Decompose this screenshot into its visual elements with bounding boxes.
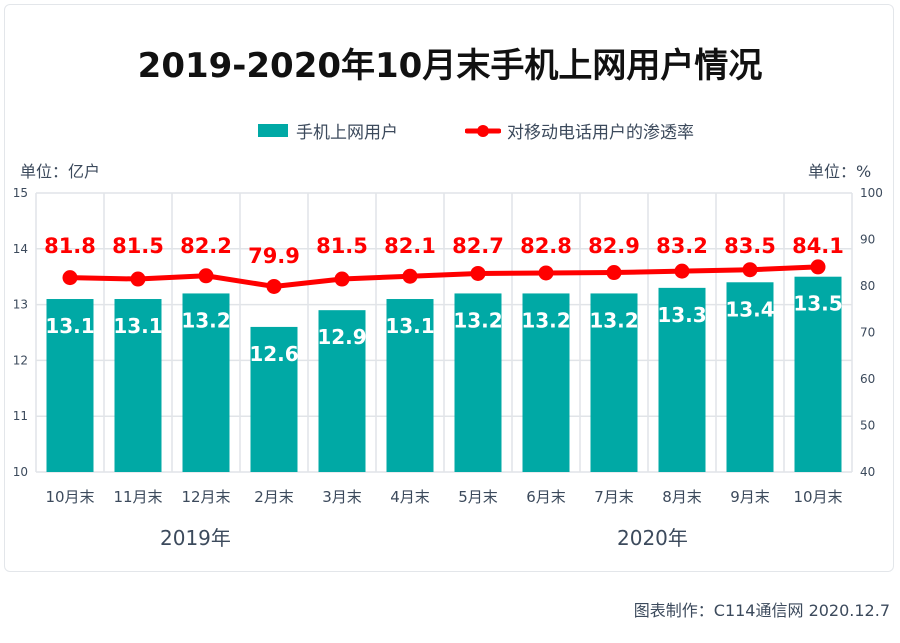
- right-tick-label: 100: [860, 186, 883, 200]
- line-point: [606, 265, 622, 281]
- legend-label-bar: 手机上网用户: [296, 123, 398, 143]
- line-point: [810, 259, 826, 275]
- legend-label-line: 对移动电话用户的渗透率: [507, 123, 694, 143]
- line-value-label: 81.8: [44, 234, 96, 258]
- bar-value-label: 13.5: [793, 292, 842, 316]
- bar: [794, 276, 842, 472]
- line-value-label: 81.5: [316, 234, 368, 258]
- left-tick-label: 11: [13, 409, 28, 423]
- line-point: [538, 265, 554, 281]
- x-tick-label: 11月末: [113, 488, 162, 506]
- line-point: [470, 265, 486, 281]
- bar: [454, 293, 502, 472]
- chart-title: 2019-2020年10月末手机上网用户情况: [137, 46, 763, 86]
- x-tick-label: 2月末: [254, 488, 294, 506]
- left-tick-label: 14: [13, 242, 28, 256]
- x-tick-label: 6月末: [526, 488, 566, 506]
- line-value-label: 82.7: [452, 234, 504, 258]
- x-tick-label: 5月末: [458, 488, 498, 506]
- x-tick-label: 10月末: [793, 488, 842, 506]
- bar: [658, 287, 706, 472]
- bar-value-label: 13.4: [725, 297, 774, 321]
- bar: [522, 293, 570, 472]
- bar-value-label: 13.1: [385, 314, 434, 338]
- footer-credit: 图表制作：C114通信网 2020.12.7: [633, 601, 890, 620]
- bar: [182, 293, 230, 472]
- line-value-label: 82.9: [588, 234, 640, 258]
- right-tick-label: 80: [860, 279, 875, 293]
- x-tick-label: 3月末: [322, 488, 362, 506]
- line-point: [130, 271, 146, 287]
- line-value-label: 84.1: [792, 234, 844, 258]
- bar-value-label: 13.1: [113, 314, 162, 338]
- line-value-label: 83.2: [656, 234, 708, 258]
- bar-value-label: 12.6: [249, 342, 298, 366]
- x-tick-label: 10月末: [45, 488, 94, 506]
- bar: [726, 282, 774, 472]
- right-tick-label: 60: [860, 372, 875, 386]
- bar-value-label: 13.2: [181, 308, 230, 332]
- line-value-label: 79.9: [248, 244, 300, 268]
- legend-swatch-line: [465, 124, 501, 137]
- x-tick-label: 8月末: [662, 488, 702, 506]
- right-tick-label: 40: [860, 465, 875, 479]
- line-point: [266, 278, 282, 294]
- bar-value-label: 12.9: [317, 325, 366, 349]
- bar: [318, 310, 366, 472]
- bar: [114, 299, 162, 472]
- chart-frame: [4, 4, 894, 572]
- bar-value-label: 13.2: [521, 308, 570, 332]
- line-point: [334, 271, 350, 287]
- x-tick-label: 4月末: [390, 488, 430, 506]
- bar-value-label: 13.1: [45, 314, 94, 338]
- line-point: [402, 268, 418, 284]
- x-tick-label: 9月末: [730, 488, 770, 506]
- left-tick-label: 10: [13, 465, 28, 479]
- line-point: [742, 262, 758, 278]
- line-point: [198, 268, 214, 284]
- left-tick-label: 15: [13, 186, 28, 200]
- penetration-line: [69, 264, 819, 289]
- legend-swatch-bar: [258, 124, 288, 137]
- bar: [46, 299, 94, 472]
- x-tick-label: 12月末: [181, 488, 230, 506]
- bar: [250, 326, 298, 472]
- line-point: [62, 270, 78, 286]
- legend-item-line: 对移动电话用户的渗透率: [465, 118, 694, 143]
- year-label-2019: 2019年: [160, 526, 231, 550]
- right-axis-unit: 单位：%: [808, 162, 872, 181]
- bar: [386, 299, 434, 472]
- x-tick-label: 7月末: [594, 488, 634, 506]
- line-point: [674, 263, 690, 279]
- bar: [590, 293, 638, 472]
- left-tick-label: 12: [13, 353, 28, 367]
- left-tick-label: 13: [13, 298, 28, 312]
- year-label-2020: 2020年: [617, 526, 688, 550]
- legend-item-bar: 手机上网用户: [258, 118, 398, 143]
- bar-value-label: 13.3: [657, 303, 706, 327]
- right-tick-label: 90: [860, 233, 875, 247]
- bar-value-label: 13.2: [453, 308, 502, 332]
- line-value-label: 82.8: [520, 234, 572, 258]
- line-value-label: 82.2: [180, 234, 232, 258]
- line-value-label: 81.5: [112, 234, 164, 258]
- line-value-label: 83.5: [724, 234, 776, 258]
- line-value-label: 82.1: [384, 234, 436, 258]
- left-axis-unit: 单位：亿户: [20, 162, 101, 181]
- right-tick-label: 50: [860, 419, 875, 433]
- bar-value-label: 13.2: [589, 308, 638, 332]
- right-tick-label: 70: [860, 326, 875, 340]
